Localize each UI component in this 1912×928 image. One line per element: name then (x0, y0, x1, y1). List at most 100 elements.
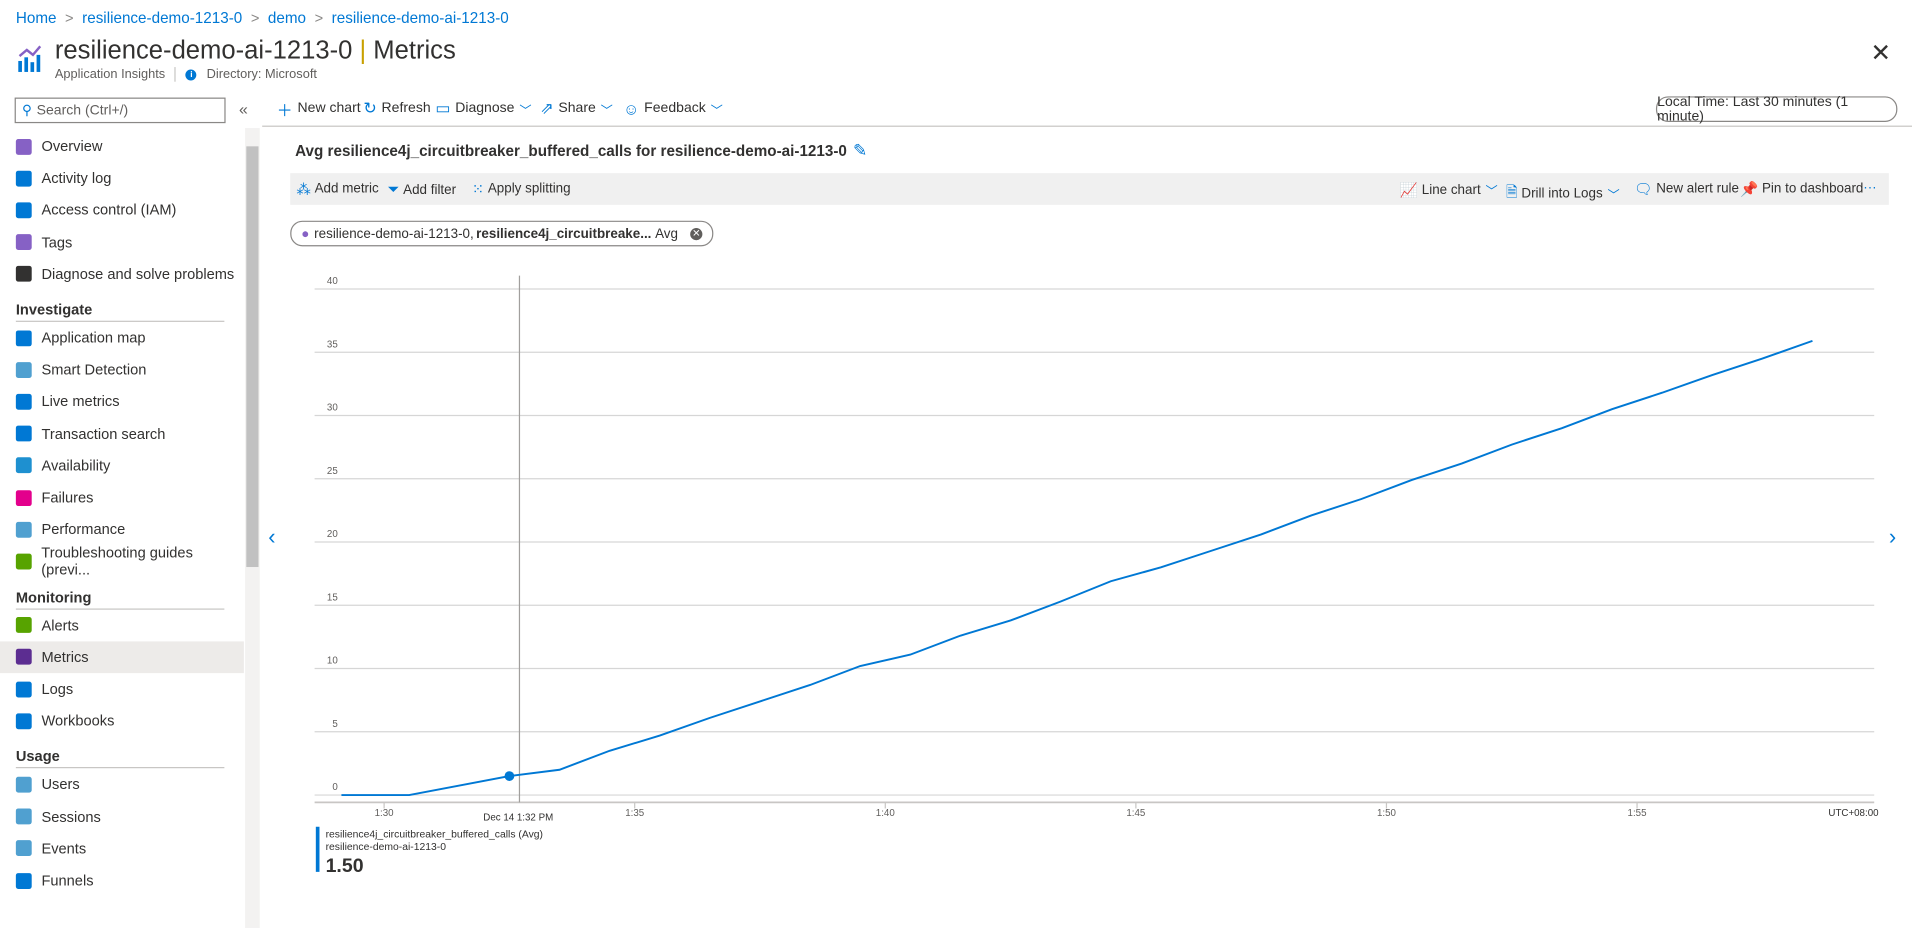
sidebar-item-access-control-iam[interactable]: Access control (IAM) (0, 194, 244, 226)
legend-metric: resilience4j_circuitbreaker_buffered_cal… (325, 827, 543, 841)
timezone-label: UTC+08:00 (1828, 808, 1879, 819)
time-range-picker[interactable]: Local Time: Last 30 minutes (1 minute) (1655, 95, 1898, 124)
chart-title-text: Avg resilience4j_circuitbreaker_buffered… (295, 142, 847, 160)
sidebar-item-logs[interactable]: Logs (0, 673, 244, 705)
sidebar-item-smart-detection[interactable]: Smart Detection (0, 354, 244, 386)
cursor-marker (504, 771, 515, 781)
new-chart-button[interactable]: ＋ New chart (277, 99, 361, 119)
sidebar-item-label: Troubleshooting guides (previ... (41, 544, 193, 579)
y-tick-label: 0 (332, 782, 338, 793)
sidebar-item-label: Logs (41, 680, 74, 698)
breadcrumb-resource[interactable]: resilience-demo-ai-1213-0 (331, 9, 509, 27)
guide-icon (15, 553, 32, 570)
sidebar-item-label: Diagnose and solve problems (41, 265, 235, 283)
sidebar-section-header: Monitoring (15, 588, 92, 606)
breadcrumb-home[interactable]: Home (15, 9, 57, 27)
drill-logs-label: Drill into Logs (1521, 185, 1603, 201)
sidebar-item-diagnose-and-solve-problems[interactable]: Diagnose and solve problems (0, 258, 244, 290)
chart-title: Avg resilience4j_circuitbreaker_buffered… (295, 140, 867, 161)
sidebar-item-label: Overview (41, 137, 103, 155)
chevron-down-icon: ﹀ (1607, 189, 1620, 203)
breadcrumb: Home > resilience-demo-1213-0 > demo > resi… (16, 10, 509, 27)
toolbar-divider (262, 125, 1912, 127)
close-icon[interactable]: ✕ (1870, 40, 1892, 68)
resource-name: resilience-demo-ai-1213-0 (54, 36, 353, 65)
lightbulb-icon: ● (301, 226, 310, 241)
funnel-icon (15, 872, 32, 889)
feedback-label: Feedback (644, 101, 706, 116)
workbook-icon (15, 712, 32, 729)
y-tick-label: 5 (332, 719, 338, 730)
legend-item[interactable]: resilience4j_circuitbreaker_buffered_cal… (326, 828, 543, 879)
sidebar-item-events[interactable]: Events (0, 833, 244, 865)
sidebar-item-live-metrics[interactable]: Live metrics (0, 386, 244, 418)
cursor-time-label: Dec 14 1:32 PM (483, 813, 553, 824)
sidebar-item-availability[interactable]: Availability (0, 450, 244, 482)
add-metric-button[interactable]: ⁂ Add metric (296, 180, 378, 197)
apply-splitting-button[interactable]: ⁙ Apply splitting (472, 180, 571, 197)
add-filter-button[interactable]: ⏷ Add filter (388, 180, 456, 198)
metrics-icon (15, 649, 32, 665)
sidebar-item-tags[interactable]: Tags (0, 226, 244, 258)
refresh-button[interactable]: ↻ Refresh (363, 99, 430, 119)
sidebar-item-activity-log[interactable]: Activity log (0, 162, 244, 194)
edit-pencil-icon[interactable]: ✎ (853, 140, 868, 160)
scrollbar-thumb[interactable] (246, 146, 259, 568)
sidebar-item-alerts[interactable]: Alerts (0, 609, 244, 641)
sidebar-item-funnels[interactable]: Funnels (0, 865, 244, 897)
breadcrumb-resource-group[interactable]: resilience-demo-1213-0 (82, 9, 243, 27)
chevron-right-icon[interactable]: › (1888, 524, 1897, 549)
sidebar-item-metrics[interactable]: Metrics (0, 641, 244, 673)
search-input[interactable]: ⚲ Search (Ctrl+/) (14, 97, 226, 124)
sidebar-item-label: Funnels (41, 871, 94, 889)
sidebar-item-label: Smart Detection (41, 361, 147, 379)
sidebar-item-label: Live metrics (41, 393, 120, 411)
more-options-button[interactable]: ··· (1863, 180, 1877, 196)
drill-into-logs-button[interactable]: 🗎 Drill into Logs ﹀ (1506, 180, 1620, 206)
metric-pill[interactable]: ● resilience-demo-ai-1213-0, resilience4… (290, 220, 714, 247)
pin-icon: 📌 (1740, 180, 1759, 198)
sidebar-item-application-map[interactable]: Application map (0, 322, 244, 354)
feedback-button[interactable]: ☺ Feedback ﹀ (623, 99, 723, 119)
alert-icon (15, 617, 32, 633)
sidebar-item-label: Availability (41, 457, 111, 475)
breadcrumb-demo[interactable]: demo (267, 9, 307, 27)
diagnose-button[interactable]: ▭ Diagnose ﹀ (435, 99, 531, 119)
performance-icon (15, 521, 32, 538)
sidebar-item-label: Failures (41, 488, 94, 507)
page-title: resilience-demo-ai-1213-0 | Metrics (55, 37, 456, 66)
sidebar-item-performance[interactable]: Performance (0, 514, 244, 546)
people-icon (15, 202, 32, 219)
sidebar-item-sessions[interactable]: Sessions (0, 801, 244, 833)
remove-metric-icon[interactable]: ✕ (690, 227, 703, 240)
refresh-icon: ↻ (363, 98, 377, 118)
smiley-icon: ☺ (623, 99, 640, 118)
sidebar-item-label: Sessions (41, 807, 101, 826)
sidebar-item-label: Transaction search (41, 425, 166, 443)
pin-to-dashboard-button[interactable]: 📌 Pin to dashboard (1740, 180, 1863, 197)
x-tick-label: 1:50 (1377, 808, 1397, 819)
pin-label: Pin to dashboard (1761, 181, 1864, 197)
sidebar-item-transaction-search[interactable]: Transaction search (0, 418, 244, 450)
alert-bubble-icon: 🗨 (1633, 180, 1653, 198)
divider (174, 67, 177, 82)
app-map-icon (15, 329, 32, 346)
line-chart-button[interactable]: 📈 Line chart ﹀ (1400, 180, 1498, 199)
legend-value: 1.50 (325, 856, 364, 877)
sidebar-item-failures[interactable]: Failures (0, 482, 244, 514)
sidebar-item-label: Users (41, 776, 80, 794)
collapse-sidebar-button[interactable]: « (239, 99, 248, 119)
sidebar-item-workbooks[interactable]: Workbooks (0, 705, 244, 737)
chevron-left-icon[interactable]: ‹ (268, 524, 276, 549)
section-divider (15, 320, 225, 322)
y-tick-label: 10 (327, 656, 338, 667)
lightbulb-icon (15, 138, 32, 155)
new-alert-rule-button[interactable]: 🗨 New alert rule (1634, 180, 1739, 197)
sidebar-item-users[interactable]: Users (0, 769, 244, 801)
share-button[interactable]: ⇗ Share ﹀ (540, 99, 613, 119)
sidebar-scrollbar[interactable] (245, 128, 260, 928)
sidebar-item-troubleshooting-guides-previ[interactable]: Troubleshooting guides (previ... (0, 544, 244, 579)
sidebar-item-overview[interactable]: Overview (0, 130, 244, 162)
x-tick-label: 1:40 (876, 808, 896, 819)
failures-icon (15, 489, 32, 506)
